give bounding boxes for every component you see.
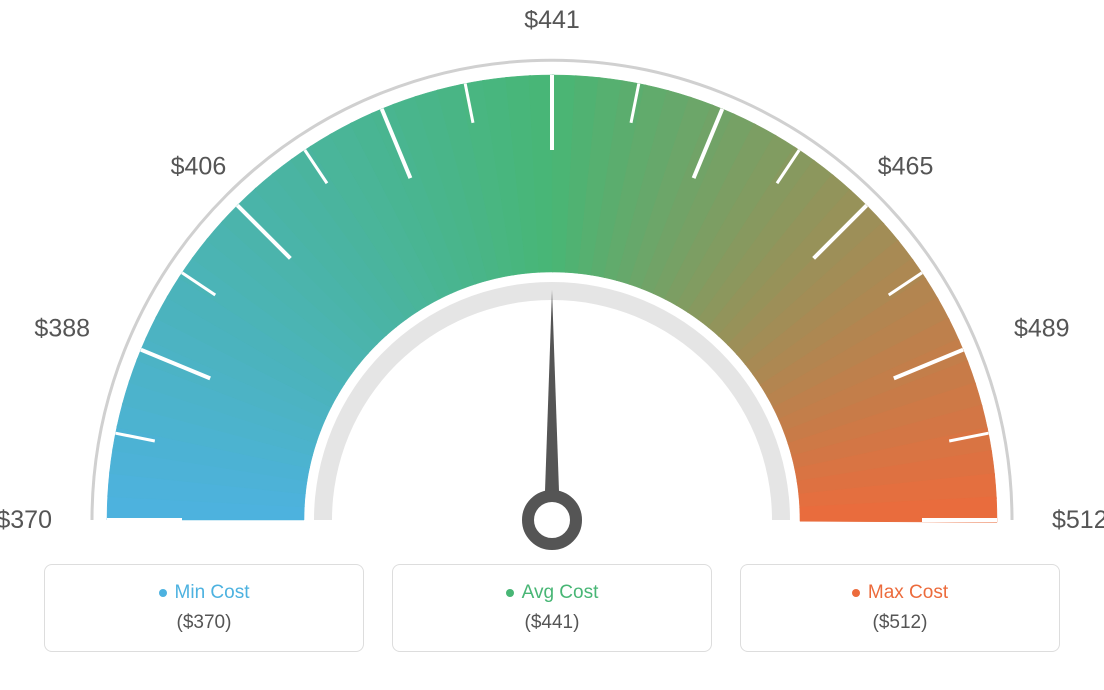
gauge-tick-label: $465 <box>878 152 934 180</box>
gauge-needle <box>544 290 560 520</box>
gauge-tick-label: $406 <box>171 152 227 180</box>
gauge-tick-label: $512 <box>1052 506 1104 534</box>
card-label: Min Cost <box>175 582 250 604</box>
card-label: Max Cost <box>868 582 948 604</box>
dot-icon <box>852 589 860 597</box>
card-value: ($512) <box>873 612 928 634</box>
gauge-needle-hub <box>528 496 576 544</box>
card-value: ($370) <box>177 612 232 634</box>
card-max-cost: Max Cost ($512) <box>740 564 1060 652</box>
gauge-tick-label: $489 <box>1014 315 1070 343</box>
gauge-tick-label: $388 <box>34 315 90 343</box>
gauge-tick-label: $441 <box>524 10 580 34</box>
dot-icon <box>506 589 514 597</box>
card-avg-cost: Avg Cost ($441) <box>392 564 712 652</box>
legend-cards: Min Cost ($370) Avg Cost ($441) Max Cost… <box>0 564 1104 652</box>
gauge-tick-label: $370 <box>0 506 52 534</box>
card-label: Avg Cost <box>522 582 599 604</box>
gauge-chart: $370 $388 $406 $441 $465 $489 $512 <box>0 10 1104 570</box>
gauge-svg: $370 $388 $406 $441 $465 $489 $512 <box>0 10 1104 570</box>
card-min-cost: Min Cost ($370) <box>44 564 364 652</box>
card-value: ($441) <box>525 612 580 634</box>
dot-icon <box>159 589 167 597</box>
